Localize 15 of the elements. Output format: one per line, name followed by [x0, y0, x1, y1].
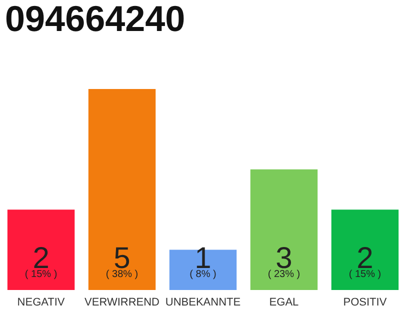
bar — [7, 210, 75, 290]
bar — [88, 89, 156, 290]
bar — [250, 169, 318, 290]
bar — [331, 210, 399, 290]
annotation: ( 15% ) — [348, 269, 382, 280]
x-tick-label: POSITIV — [343, 296, 388, 308]
x-tick-label: EGAL — [269, 296, 299, 308]
annotation: ( 15% ) — [24, 269, 58, 280]
chart-title: 094664240 — [5, 0, 186, 39]
annotation: ( 38% ) — [106, 269, 138, 280]
x-tick-label: NEGATIV — [17, 296, 66, 308]
x-tick-label: UNBEKANNTE — [165, 296, 241, 308]
x-tick-label: VERWIRREND — [84, 296, 160, 308]
annotation: ( 23% ) — [268, 269, 300, 280]
annotation: ( 8% ) — [190, 269, 216, 280]
